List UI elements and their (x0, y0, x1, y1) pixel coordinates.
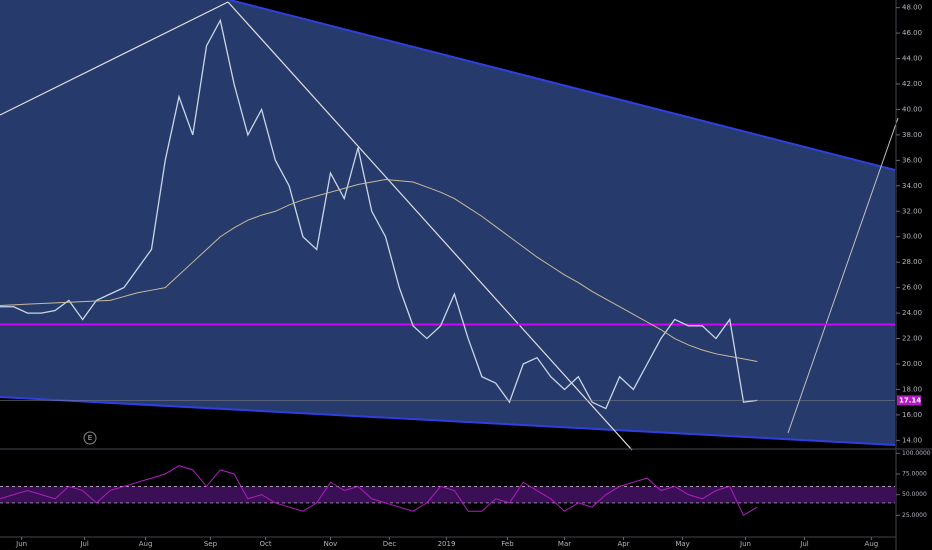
x-tick-label: Apr (617, 540, 629, 548)
trend-line (0, 1, 229, 116)
y-tick-label: 16.00 (902, 411, 922, 419)
y-tick-label: 38.00 (902, 131, 922, 139)
x-tick-label: Aug (865, 540, 879, 548)
rsi-line (0, 465, 758, 517)
y-tick-label: 34.00 (902, 182, 922, 190)
x-tick-label: Jul (799, 540, 809, 548)
rsi-tick-label: 75.0000 (902, 470, 927, 477)
y-tick-label: 46.00 (902, 29, 922, 37)
y-tick-label: 30.00 (902, 233, 922, 241)
y-tick-label: 48.00 (902, 4, 922, 12)
x-tick-label: Feb (501, 540, 514, 548)
rsi-tick-label: 50.0000 (902, 491, 927, 498)
x-tick-label: Mar (558, 540, 571, 548)
y-tick-label: 42.00 (902, 80, 922, 88)
channel-top (229, 0, 896, 171)
earnings-icon[interactable] (83, 431, 97, 445)
x-tick-label: Sep (204, 540, 218, 548)
x-tick-label: Oct (259, 540, 271, 548)
y-tick-label: 14.00 (902, 436, 922, 444)
projection-line (787, 117, 899, 434)
y-tick-label: 22.00 (902, 335, 922, 343)
rsi-tick-label: 25.0000 (902, 512, 927, 519)
trend-line (227, 1, 633, 451)
y-tick-label: 44.00 (902, 55, 922, 63)
rsi-tick-label: 100.0000 (902, 450, 931, 457)
x-tick-label: Jun (15, 540, 27, 548)
y-tick-label: 18.00 (902, 385, 922, 393)
y-tick-label: 24.00 (902, 309, 922, 317)
y-tick-label: 40.00 (902, 105, 922, 113)
series-line (0, 178, 758, 362)
y-tick-label: 32.00 (902, 207, 922, 215)
earnings-marker[interactable]: E (88, 434, 92, 442)
x-tick-label: May (675, 540, 689, 548)
series-line (0, 18, 758, 410)
x-tick-label: 2019 (438, 540, 456, 548)
channel-bottom (0, 396, 896, 446)
y-tick-label: 20.00 (902, 360, 922, 368)
y-tick-label: 26.00 (902, 284, 922, 292)
x-tick-label: Jul (79, 540, 89, 548)
x-tick-label: Dec (383, 540, 397, 548)
last-price-label: 17.14 (899, 396, 921, 404)
x-tick-label: Aug (139, 540, 153, 548)
channel (0, 0, 895, 445)
y-tick-label: 36.00 (902, 156, 922, 164)
y-tick-label: 28.00 (902, 258, 922, 266)
x-tick-label: Nov (324, 540, 338, 548)
last-price-box (897, 395, 921, 406)
x-tick-label: Jun (739, 540, 751, 548)
rsi-band (0, 486, 895, 503)
